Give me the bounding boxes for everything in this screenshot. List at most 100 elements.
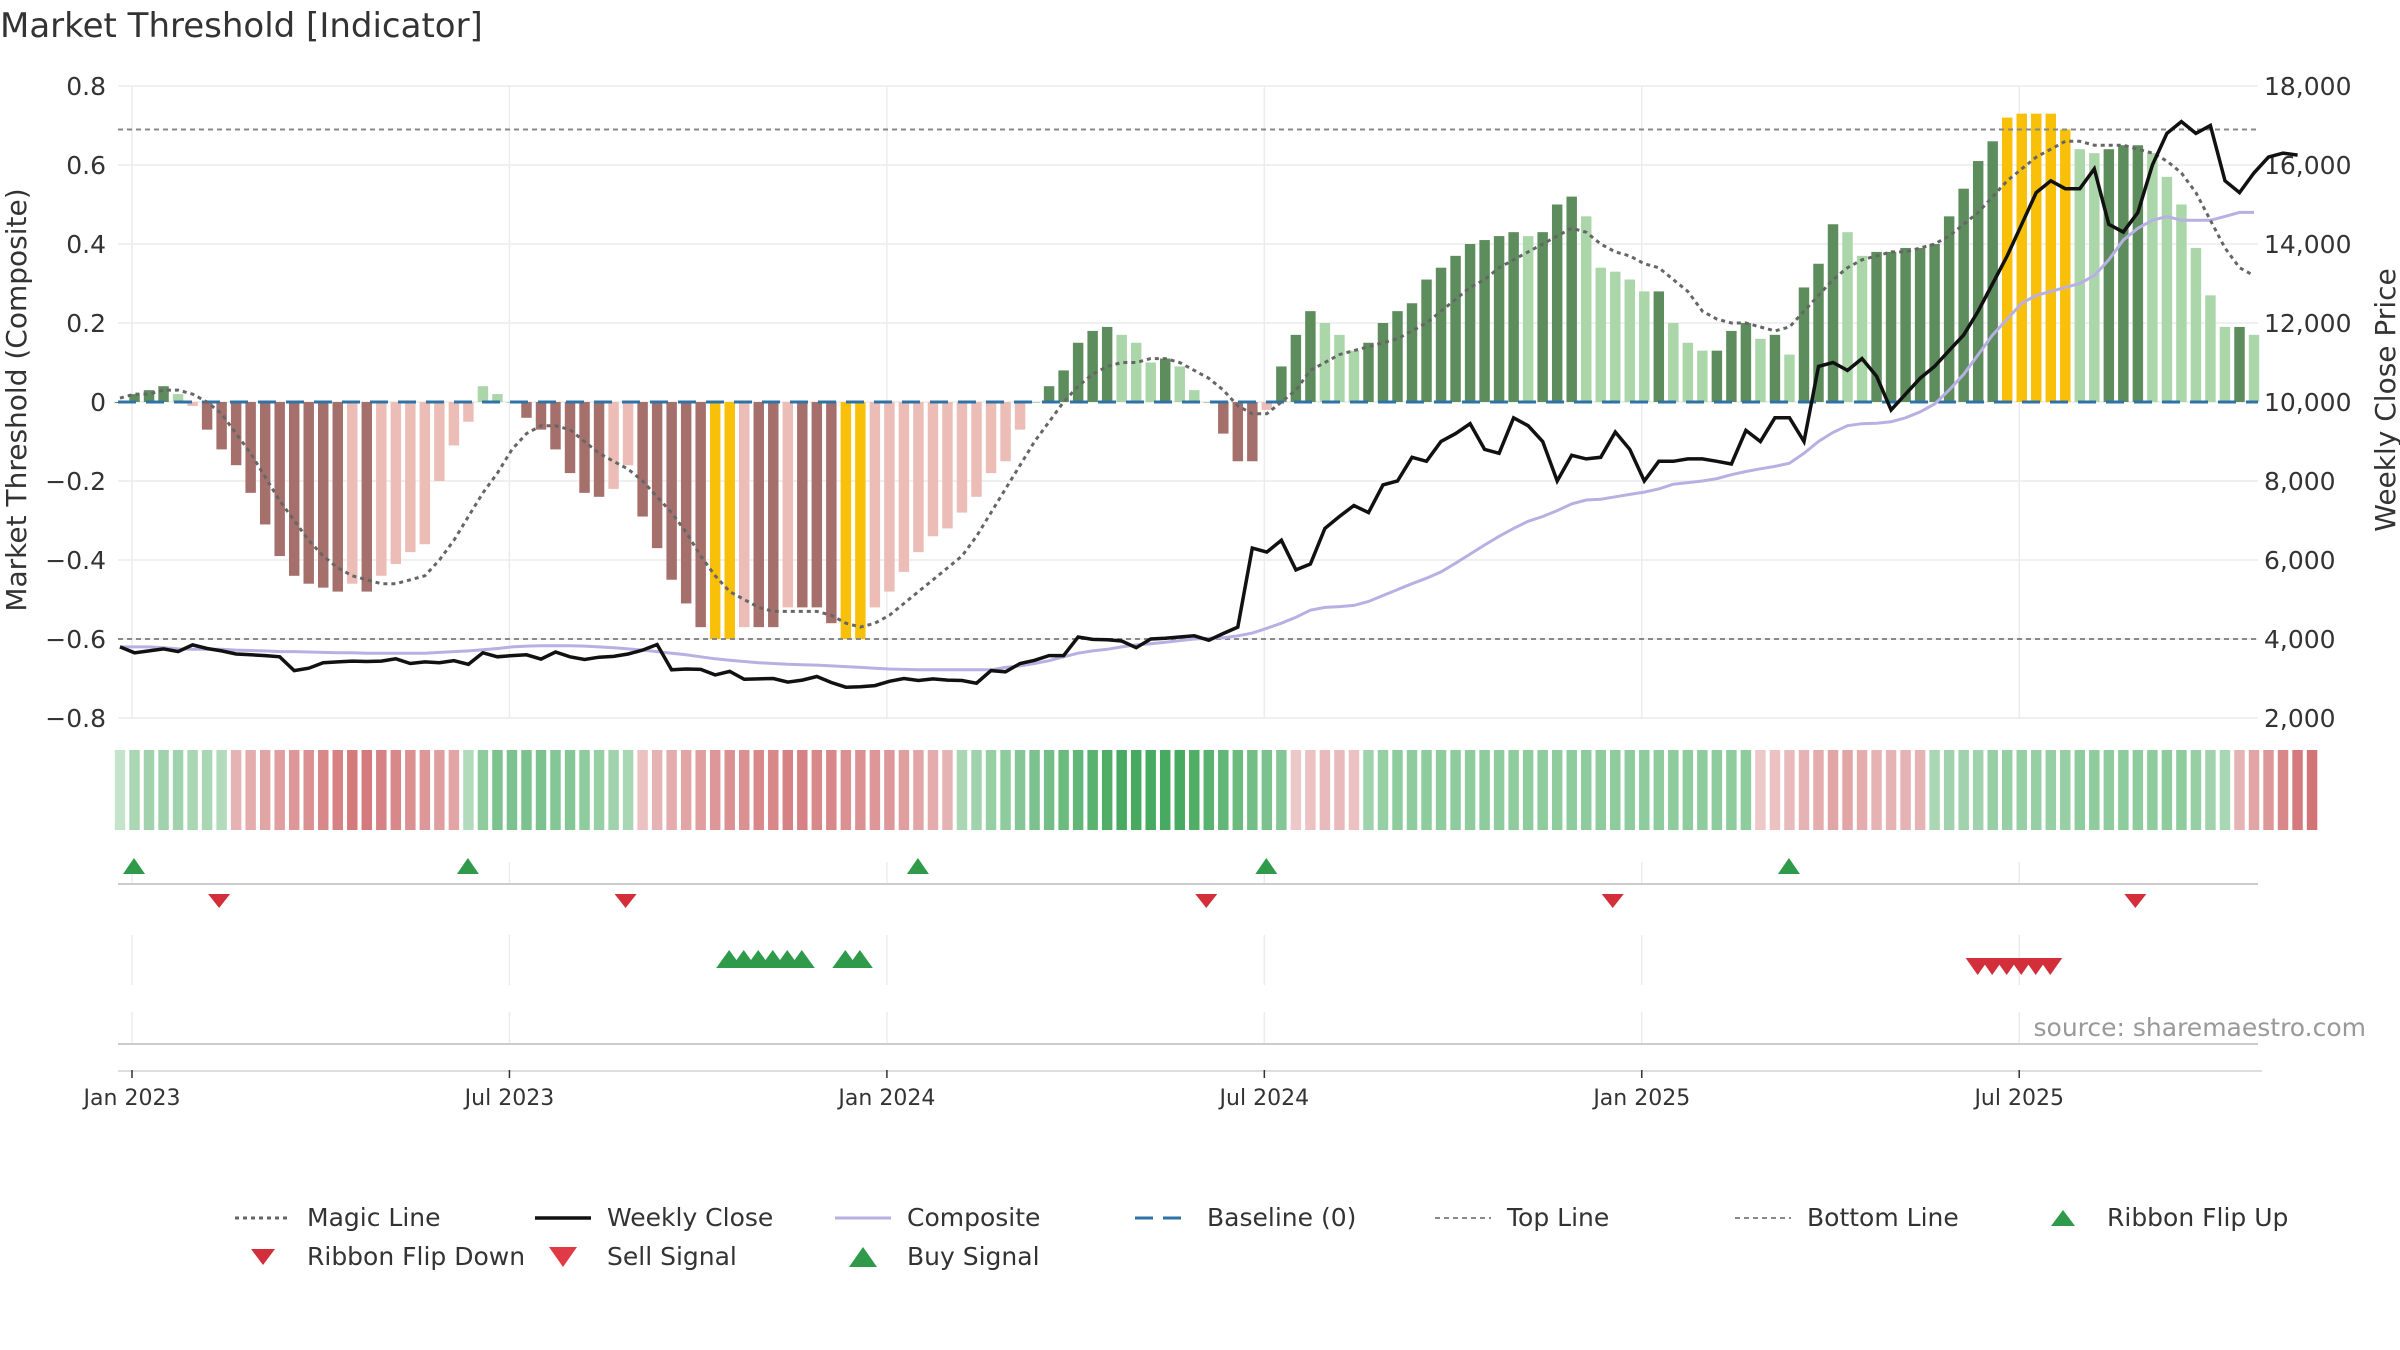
ribbon-cell (1827, 750, 1839, 830)
composite-bar (840, 402, 852, 639)
composite-bar (797, 402, 808, 608)
composite-bar (2118, 145, 2129, 402)
composite-bar (2016, 113, 2027, 403)
ribbon-cell (1435, 750, 1447, 830)
x-axis-ticks: Jan 2023 Jul 2023 Jan 2024 Jul 2024 Jan 2025… (82, 1070, 2064, 1111)
ribbon-cell (1232, 750, 1244, 830)
ribbon-cell (1769, 750, 1781, 830)
ribbon-cell (1101, 750, 1113, 830)
ribbon-cell (768, 750, 779, 830)
composite-bar (1087, 330, 1098, 402)
ribbon-cell (1740, 750, 1752, 830)
ribbon-cell (1900, 750, 1911, 830)
left-tick-label: −0.2 (45, 467, 106, 496)
ribbon-cell (2190, 750, 2202, 830)
composite-bars (114, 113, 2260, 639)
ribbon-cell (898, 750, 910, 830)
composite-bar (172, 394, 184, 402)
ribbon-flip-down-marker (1195, 894, 1218, 908)
composite-bar (1943, 216, 1955, 402)
legend-label: Baseline (0) (1207, 1203, 1356, 1232)
composite-bar (1551, 204, 1563, 402)
composite-bar (1711, 350, 1723, 402)
composite-bar (1392, 311, 1403, 402)
composite-bar (230, 402, 242, 466)
ribbon-cell (564, 750, 576, 830)
composite-bar (318, 402, 329, 588)
composite-bar (1406, 303, 1418, 402)
ribbon-cell (2045, 750, 2056, 830)
left-axis-label: Market Threshold (Composite) (0, 188, 33, 611)
ribbon-strip (114, 750, 2318, 830)
ribbon-cell (2292, 750, 2303, 830)
legend-item: Bottom Line (1735, 1203, 1959, 1232)
composite-bar (593, 402, 605, 497)
composite-bar (1682, 342, 1694, 402)
composite-bar (1435, 267, 1447, 402)
chart-title: Market Threshold [Indicator] (0, 6, 483, 46)
composite-bar (2031, 113, 2042, 403)
ribbon-flip-down-marker (1601, 894, 1624, 908)
ribbon-cell (855, 750, 866, 830)
composite-bar (1987, 141, 1998, 403)
composite-bar (1145, 362, 1156, 402)
composite-bar (129, 394, 140, 402)
composite-bar (1450, 255, 1461, 402)
ribbon-cell (1334, 750, 1345, 830)
composite-bar (1014, 402, 1026, 430)
composite-bar (2103, 149, 2115, 402)
ribbon-cell (216, 750, 227, 830)
ribbon-cell (201, 750, 213, 830)
composite-bar (463, 402, 474, 422)
legend-item: Composite (835, 1203, 1040, 1232)
composite-bar (1566, 196, 1577, 402)
composite-bar (2001, 117, 2013, 402)
legend-label: Buy Signal (907, 1242, 1040, 1271)
composite-bar (1276, 366, 1287, 402)
ribbon-cell (2306, 750, 2318, 830)
composite-bar (187, 402, 198, 406)
right-tick-label: 10,000 (2264, 388, 2351, 417)
ribbon-cell (1305, 750, 1316, 830)
composite-bar (1929, 244, 1940, 402)
composite-bar (898, 402, 910, 572)
ribbon-cell (2248, 750, 2260, 830)
ribbon-cell (434, 750, 445, 830)
composite-bar (680, 402, 692, 604)
ribbon-cell (288, 750, 300, 830)
ribbon-cell (840, 750, 852, 830)
ribbon-cell (448, 750, 460, 830)
source-label: source: sharemaestro.com (2034, 1013, 2367, 1042)
ribbon-cell (492, 750, 503, 830)
ribbon-cell (593, 750, 605, 830)
ribbon-flip-up-marker (456, 858, 479, 874)
composite-bar (1580, 216, 1592, 402)
ribbon-cell (2205, 750, 2216, 830)
ribbon-cell (2074, 750, 2086, 830)
magic-line (119, 139, 2255, 629)
ribbon-cell (1159, 750, 1171, 830)
ribbon-cell (2161, 750, 2173, 830)
composite-bar (709, 402, 721, 639)
ribbon-cell (129, 750, 140, 830)
ribbon-cell (1116, 750, 1127, 830)
composite-bar (1508, 232, 1519, 402)
composite-bar (448, 402, 460, 446)
ribbon-cell (709, 750, 721, 830)
ribbon-cell (913, 750, 924, 830)
ribbon-cell (2176, 750, 2187, 830)
ribbon-flip-down-marker (2124, 894, 2147, 908)
composite-bar (651, 402, 663, 549)
legend-swatch (549, 1247, 577, 1267)
ribbon-cell (666, 750, 677, 830)
composite-bar (913, 402, 924, 553)
right-tick-label: 4,000 (2264, 625, 2336, 654)
ribbon-cell (1261, 750, 1273, 830)
ribbon-cell (1145, 750, 1156, 830)
legend-item: Baseline (0) (1135, 1203, 1356, 1232)
composite-bar (376, 402, 387, 576)
composite-bar (884, 402, 895, 592)
ribbon-cell (1406, 750, 1418, 830)
composite-bar (347, 402, 358, 584)
